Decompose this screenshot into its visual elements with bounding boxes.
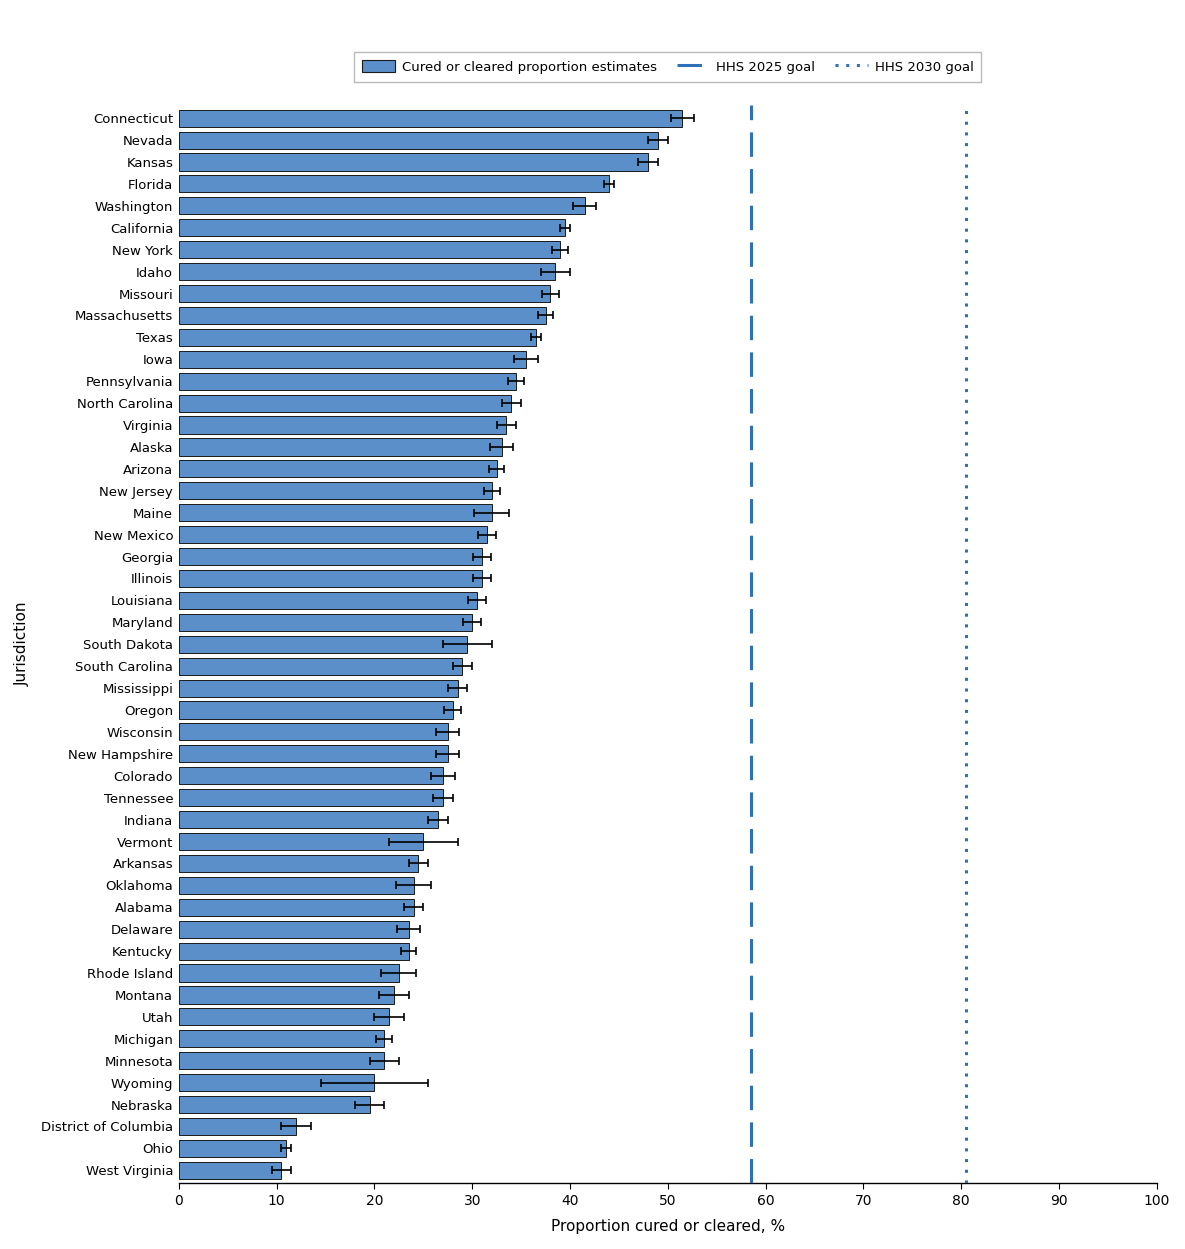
Bar: [179, 987, 393, 1003]
Bar: [179, 175, 609, 192]
Bar: [179, 307, 545, 323]
Bar: [179, 395, 511, 412]
Bar: [179, 767, 443, 784]
Bar: [179, 1118, 296, 1135]
Bar: [179, 505, 492, 521]
Bar: [179, 1140, 287, 1157]
Bar: [179, 131, 658, 149]
Bar: [179, 964, 399, 982]
Bar: [179, 1030, 384, 1048]
Bar: [179, 1052, 384, 1069]
Bar: [179, 1074, 374, 1092]
X-axis label: Proportion cured or cleared, %: Proportion cured or cleared, %: [551, 1219, 784, 1234]
Bar: [179, 154, 648, 171]
Bar: [179, 833, 423, 851]
Bar: [179, 482, 492, 500]
Bar: [179, 746, 448, 762]
Bar: [179, 723, 448, 741]
Bar: [179, 592, 478, 610]
Bar: [179, 1097, 370, 1113]
Bar: [179, 264, 556, 280]
Bar: [179, 526, 487, 543]
Bar: [179, 110, 683, 126]
Bar: [179, 241, 561, 259]
Bar: [179, 679, 457, 697]
Bar: [179, 613, 472, 631]
Bar: [179, 636, 467, 653]
Bar: [179, 220, 565, 236]
Bar: [179, 372, 517, 390]
Bar: [179, 461, 497, 477]
Bar: [179, 943, 409, 959]
Bar: [179, 570, 482, 587]
Bar: [179, 877, 414, 894]
Bar: [179, 921, 409, 938]
Bar: [179, 899, 414, 916]
Bar: [179, 351, 526, 368]
Bar: [179, 1008, 389, 1025]
Bar: [179, 438, 501, 456]
Bar: [179, 1162, 282, 1179]
Legend: Cured or cleared proportion estimates, HHS 2025 goal, HHS 2030 goal: Cured or cleared proportion estimates, H…: [354, 52, 981, 81]
Bar: [179, 789, 443, 807]
Bar: [179, 548, 482, 565]
Bar: [179, 854, 418, 872]
Bar: [179, 416, 506, 433]
Bar: [179, 285, 551, 302]
Bar: [179, 702, 453, 718]
Bar: [179, 197, 584, 215]
Y-axis label: Jurisdiction: Jurisdiction: [15, 602, 30, 687]
Bar: [179, 328, 536, 346]
Bar: [179, 658, 462, 674]
Bar: [179, 811, 438, 828]
